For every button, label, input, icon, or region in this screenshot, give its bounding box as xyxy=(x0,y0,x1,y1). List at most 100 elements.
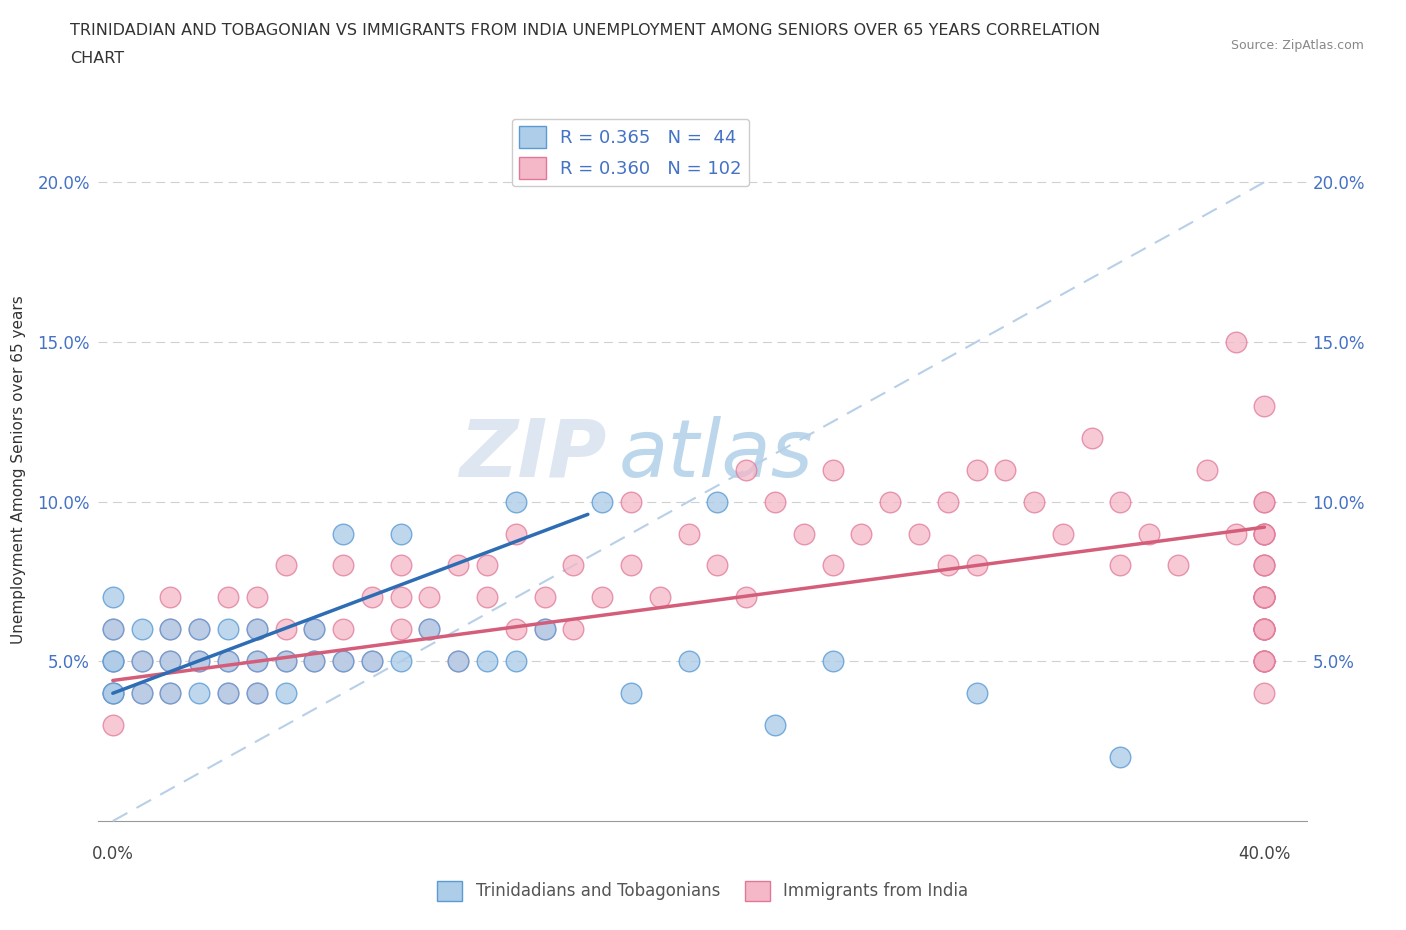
Point xyxy=(562,558,585,573)
Point xyxy=(879,494,901,509)
Text: ZIP: ZIP xyxy=(458,416,606,494)
Point xyxy=(101,622,124,637)
Point xyxy=(274,685,297,700)
Point xyxy=(562,622,585,637)
Point xyxy=(1225,526,1247,541)
Point xyxy=(1253,558,1275,573)
Point xyxy=(620,685,643,700)
Point xyxy=(418,590,440,604)
Point xyxy=(188,654,211,669)
Point xyxy=(131,622,153,637)
Point xyxy=(1052,526,1074,541)
Point xyxy=(131,654,153,669)
Point xyxy=(1080,431,1102,445)
Point xyxy=(1167,558,1189,573)
Point xyxy=(332,526,354,541)
Point xyxy=(101,654,124,669)
Point xyxy=(505,494,527,509)
Legend: R = 0.365   N =  44, R = 0.360   N = 102: R = 0.365 N = 44, R = 0.360 N = 102 xyxy=(512,119,749,186)
Point xyxy=(1253,654,1275,669)
Point xyxy=(131,685,153,700)
Point xyxy=(936,494,959,509)
Point xyxy=(706,494,728,509)
Point xyxy=(1109,750,1132,764)
Point xyxy=(1253,494,1275,509)
Point xyxy=(1253,590,1275,604)
Legend: Trinidadians and Tobagonians, Immigrants from India: Trinidadians and Tobagonians, Immigrants… xyxy=(430,874,976,908)
Text: Source: ZipAtlas.com: Source: ZipAtlas.com xyxy=(1230,39,1364,52)
Point xyxy=(188,654,211,669)
Point xyxy=(994,462,1017,477)
Point xyxy=(217,685,239,700)
Point xyxy=(101,685,124,700)
Point xyxy=(735,462,758,477)
Point xyxy=(159,622,181,637)
Point xyxy=(217,685,239,700)
Point xyxy=(1253,526,1275,541)
Point xyxy=(648,590,671,604)
Point xyxy=(475,558,498,573)
Point xyxy=(1253,590,1275,604)
Point xyxy=(159,685,181,700)
Point xyxy=(131,685,153,700)
Point xyxy=(533,622,555,637)
Point xyxy=(1253,622,1275,637)
Point xyxy=(246,622,269,637)
Point xyxy=(159,590,181,604)
Point xyxy=(447,654,470,669)
Point xyxy=(1253,558,1275,573)
Point xyxy=(274,654,297,669)
Point xyxy=(101,685,124,700)
Y-axis label: Unemployment Among Seniors over 65 years: Unemployment Among Seniors over 65 years xyxy=(11,296,27,644)
Point xyxy=(505,622,527,637)
Point xyxy=(1253,622,1275,637)
Point xyxy=(188,622,211,637)
Point xyxy=(678,654,700,669)
Point xyxy=(418,622,440,637)
Point xyxy=(159,654,181,669)
Point xyxy=(361,654,384,669)
Point xyxy=(1253,654,1275,669)
Point xyxy=(1253,685,1275,700)
Point xyxy=(159,654,181,669)
Point xyxy=(620,494,643,509)
Point xyxy=(246,590,269,604)
Point xyxy=(1253,558,1275,573)
Point xyxy=(821,462,844,477)
Point xyxy=(851,526,873,541)
Point xyxy=(678,526,700,541)
Point xyxy=(389,622,412,637)
Point xyxy=(332,654,354,669)
Point xyxy=(101,590,124,604)
Point xyxy=(966,685,988,700)
Point xyxy=(389,526,412,541)
Point xyxy=(1253,526,1275,541)
Point xyxy=(1253,622,1275,637)
Point xyxy=(101,654,124,669)
Point xyxy=(1253,398,1275,413)
Point xyxy=(332,654,354,669)
Point xyxy=(246,654,269,669)
Point xyxy=(1253,526,1275,541)
Point xyxy=(159,685,181,700)
Point xyxy=(793,526,815,541)
Point xyxy=(1253,590,1275,604)
Point xyxy=(159,622,181,637)
Point xyxy=(966,558,988,573)
Point xyxy=(1253,622,1275,637)
Point xyxy=(361,590,384,604)
Point xyxy=(1253,590,1275,604)
Point xyxy=(101,622,124,637)
Point xyxy=(274,558,297,573)
Point xyxy=(332,558,354,573)
Point xyxy=(246,685,269,700)
Point xyxy=(304,654,326,669)
Point xyxy=(304,622,326,637)
Point xyxy=(908,526,931,541)
Point xyxy=(217,622,239,637)
Text: TRINIDADIAN AND TOBAGONIAN VS IMMIGRANTS FROM INDIA UNEMPLOYMENT AMONG SENIORS O: TRINIDADIAN AND TOBAGONIAN VS IMMIGRANTS… xyxy=(70,23,1101,38)
Point xyxy=(101,718,124,733)
Point xyxy=(332,622,354,637)
Point xyxy=(735,590,758,604)
Point xyxy=(1253,622,1275,637)
